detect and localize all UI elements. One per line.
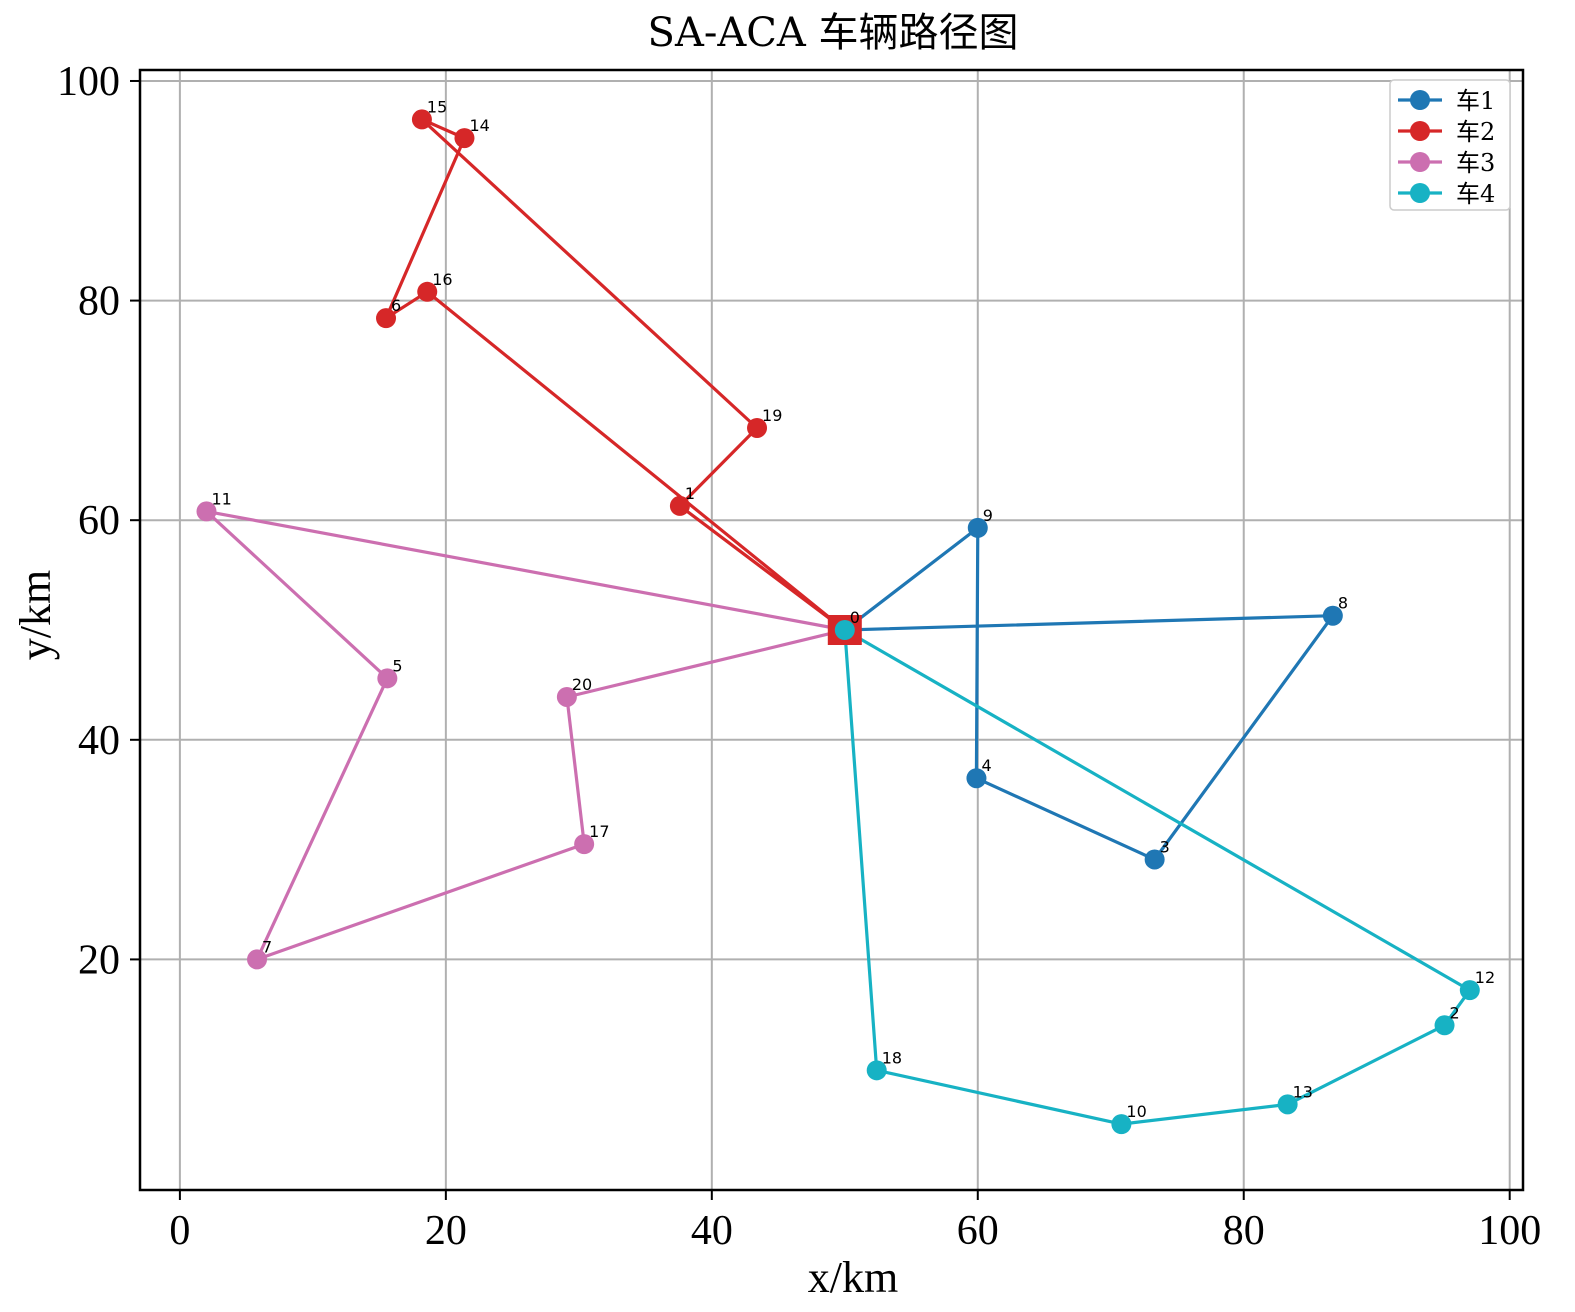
legend-label: 车2: [1456, 118, 1495, 146]
point-label: 4: [981, 756, 991, 775]
y-axis-label: y/km: [11, 570, 60, 660]
route-point: [669, 495, 690, 516]
route-point: [1459, 980, 1480, 1001]
x-tick-label: 80: [1223, 1208, 1265, 1254]
grid: [140, 70, 1523, 1190]
point-label: 20: [572, 675, 592, 694]
axes-frame: [138, 68, 1525, 1192]
point-label: 18: [882, 1048, 902, 1067]
x-tick-label: 20: [425, 1208, 467, 1254]
route-point: [1111, 1114, 1132, 1135]
legend-label: 车4: [1456, 180, 1495, 208]
point-label: 19: [762, 406, 782, 425]
legend-marker: [1410, 121, 1430, 141]
point-label: 2: [1450, 1003, 1460, 1022]
legend-label: 车1: [1456, 87, 1495, 115]
point-label: 13: [1293, 1082, 1313, 1101]
point-label: 8: [1338, 594, 1348, 613]
point-label: 12: [1475, 968, 1495, 987]
point-label: 11: [211, 489, 231, 508]
route-line-4: [843, 628, 1472, 1126]
x-tick-label: 40: [691, 1208, 733, 1254]
route-line-2: [384, 117, 846, 632]
route-point: [247, 949, 268, 970]
route-point: [966, 768, 987, 789]
point-label: 7: [262, 937, 272, 956]
route-point: [1277, 1094, 1298, 1115]
route-point: [866, 1060, 887, 1081]
y-tick-label: 100: [57, 59, 120, 105]
point-label: 6: [391, 296, 401, 315]
route-point: [967, 517, 988, 538]
depot-point: [834, 620, 855, 640]
route-line-3: [204, 509, 846, 961]
route-point: [411, 109, 432, 130]
y-tick-label: 40: [78, 718, 120, 764]
route-point: [574, 834, 595, 855]
legend-label: 车3: [1456, 149, 1495, 177]
x-tick-label: 100: [1478, 1208, 1541, 1254]
point-label: 16: [432, 270, 452, 289]
point-label: 17: [589, 822, 609, 841]
depot-layer: [827, 615, 862, 645]
x-tick-label: 60: [957, 1208, 999, 1254]
route-point: [454, 128, 475, 149]
route-line-1: [843, 526, 1335, 862]
point-label: 10: [1126, 1102, 1146, 1121]
route-point: [377, 668, 398, 689]
route-point: [556, 686, 577, 707]
route-point: [376, 308, 397, 329]
point-label: 15: [427, 97, 447, 116]
point-label: 3: [1160, 837, 1170, 856]
chart-title: SA-ACA 车辆路径图: [648, 10, 1019, 56]
y-tick-label: 20: [78, 937, 120, 983]
point-label: 5: [392, 656, 402, 675]
legend-marker: [1410, 90, 1430, 110]
y-tick-label: 80: [78, 279, 120, 325]
route-point: [196, 501, 217, 522]
points: [196, 109, 1480, 1135]
point-label: 1: [685, 484, 695, 503]
x-axis-label: x/km: [808, 1253, 898, 1302]
legend-box: [1389, 79, 1511, 211]
legend-marker: [1410, 183, 1430, 203]
route-point: [1144, 849, 1165, 870]
point-label: 9: [983, 506, 993, 525]
route-point: [417, 281, 438, 302]
route-point: [1322, 605, 1343, 626]
y-tick-label: 60: [78, 498, 120, 544]
route-point: [747, 417, 768, 438]
depot-label: 0: [850, 608, 860, 627]
point-label: 14: [469, 116, 489, 135]
route-point: [1434, 1015, 1455, 1036]
legend-marker: [1410, 152, 1430, 172]
legend: 车1 车2 车3 车4: [1389, 79, 1511, 211]
x-tick-label: 0: [169, 1208, 190, 1254]
